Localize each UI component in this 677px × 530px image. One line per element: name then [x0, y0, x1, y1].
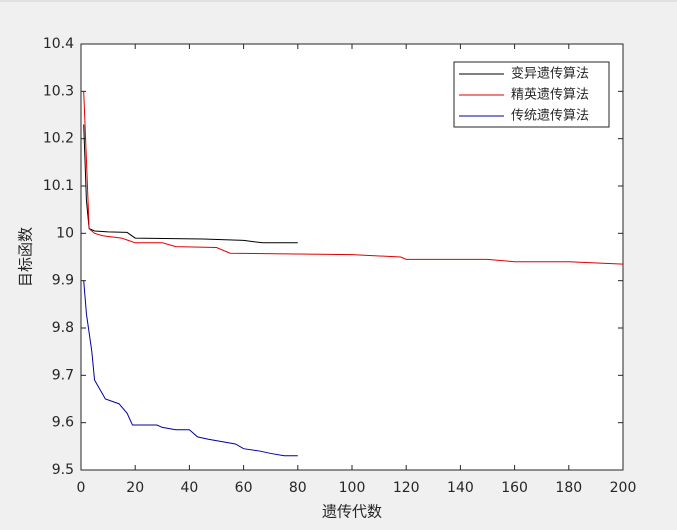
series-line	[83, 280, 298, 457]
y-tick-label: 10.1	[43, 178, 74, 194]
x-tick-label: 60	[235, 480, 253, 496]
y-tick-label: 10	[56, 225, 74, 241]
y-tick-label: 9.9	[52, 273, 74, 289]
x-tick-label: 80	[289, 480, 307, 496]
x-tick-label: 0	[77, 480, 86, 496]
x-tick-label: 180	[555, 480, 582, 496]
y-tick-label: 10.4	[43, 36, 74, 52]
y-tick-label: 10.2	[43, 131, 74, 147]
y-tick-label: 10.3	[43, 83, 74, 99]
legend-label: 变异遗传算法	[511, 66, 589, 82]
series-line	[83, 124, 298, 244]
legend-label: 精英遗传算法	[511, 88, 589, 103]
x-axis-label: 遗传代数	[322, 503, 382, 521]
x-tick-label: 100	[339, 480, 366, 496]
x-tick-label: 200	[610, 480, 637, 496]
y-tick-label: 9.7	[52, 367, 74, 383]
legend-label: 传统遗传算法	[511, 109, 589, 124]
series-line	[83, 91, 624, 265]
y-tick-label: 9.5	[52, 462, 74, 478]
y-tick-label: 9.8	[52, 320, 74, 336]
x-tick-label: 20	[126, 480, 144, 496]
x-tick-label: 40	[180, 480, 198, 496]
x-tick-label: 120	[393, 480, 420, 496]
y-axis-label: 目标函数	[17, 227, 35, 287]
y-tick-label: 9.6	[52, 415, 74, 431]
x-tick-label: 160	[501, 480, 528, 496]
x-tick-label: 140	[447, 480, 474, 496]
